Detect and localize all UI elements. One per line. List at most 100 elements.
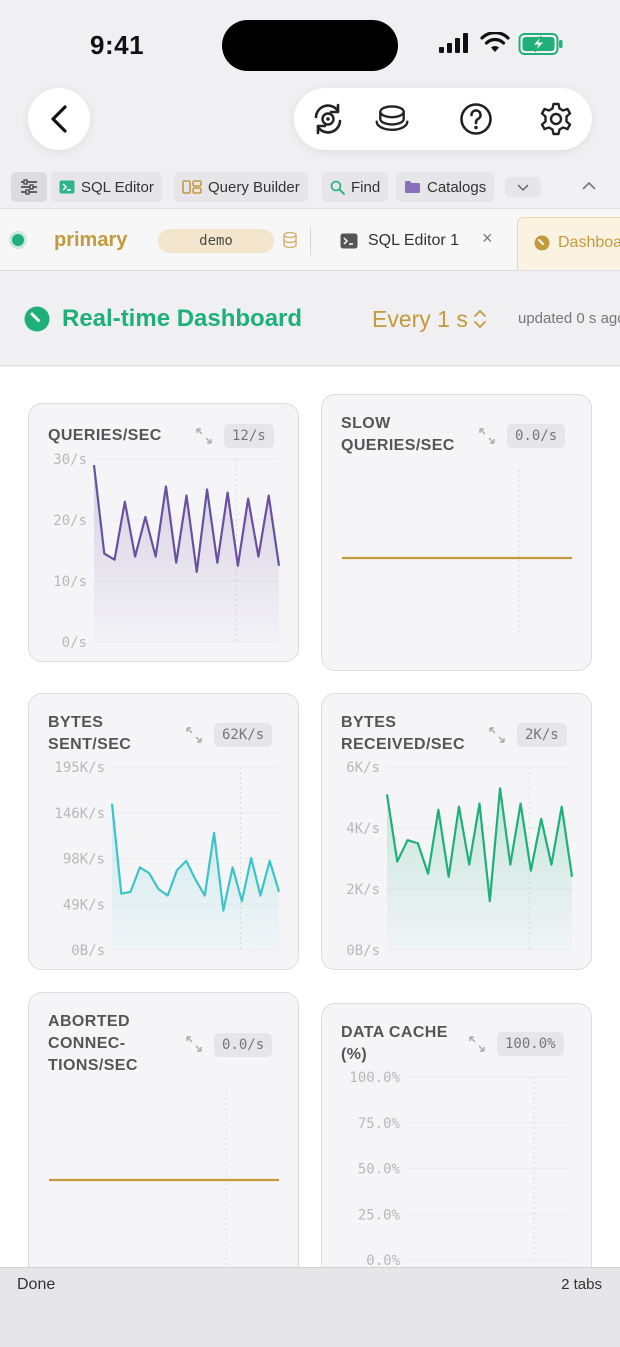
chevron-up-down-icon[interactable] [472, 308, 488, 330]
chart-plot: 195K/s 146K/s 98K/s 49K/s 0B/s [54, 760, 281, 959]
status-time: 9:41 [90, 30, 145, 60]
chart-title-line: BYTES [341, 714, 397, 731]
toolbar-find-label: Find [351, 178, 381, 196]
navigation-row [0, 88, 620, 168]
dashboard-header: Real-time Dashboard Every 1 s updated 0 … [0, 272, 620, 366]
battery-charging-icon [518, 33, 563, 55]
chart-title-line: RECEIVED/SEC [341, 736, 465, 753]
connection-name[interactable]: primary [54, 229, 128, 251]
sliders-icon [21, 179, 37, 195]
y-tick-label: 6K/s [346, 760, 380, 776]
chart-current-value: 0.0/s [214, 1033, 273, 1057]
settings-button[interactable] [538, 101, 574, 137]
toolbar-settings-button[interactable] [11, 172, 47, 202]
chart-title-line: ABORTED [48, 1013, 130, 1030]
chart-title: DATA CACHE (%) [341, 1022, 448, 1066]
y-tick-label: 0/s [62, 635, 87, 651]
chart-title-line: SENT/SEC [48, 736, 132, 753]
help-icon [460, 103, 492, 135]
series-area [387, 788, 572, 950]
chart-current-value: 0.0/s [507, 424, 566, 448]
dashboard-gauge-icon [534, 235, 550, 251]
databases-button[interactable] [374, 101, 410, 137]
toolbar-sql-editor-label: SQL Editor [81, 178, 154, 196]
chart-card-queries: QUERIES/SEC 12/s 30/s 20/s 10/s 0/s [28, 403, 299, 662]
page-title: Real-time Dashboard [62, 305, 303, 332]
wifi-icon [480, 32, 510, 52]
terminal-icon [340, 233, 358, 249]
y-tick-label: 2K/s [346, 882, 380, 898]
expand-icon[interactable] [468, 1035, 486, 1053]
signal-icon [439, 33, 468, 53]
toolbar-query-builder-label: Query Builder [208, 178, 300, 196]
editor-toolbar: SQL Editor Query Builder Find Catalogs [0, 168, 620, 206]
y-tick-label: 0B/s [346, 943, 380, 959]
refresh-interval-select[interactable]: Every 1 s [372, 306, 468, 332]
toolbar-find[interactable]: Find [322, 172, 389, 202]
y-tick-label: 100.0% [349, 1070, 400, 1086]
action-pill [294, 88, 592, 150]
chart-plot [48, 1088, 280, 1267]
y-tick-label: 49K/s [63, 897, 105, 913]
tabs-count[interactable]: 2 tabs [561, 1276, 602, 1293]
y-tick-label: 30/s [53, 452, 87, 468]
chart-title-line: CONNEC- [48, 1035, 126, 1052]
chart-card-bytes-received: BYTES RECEIVED/SEC 2K/s 6K/s 4K/s 2K/s 0B/s [321, 693, 592, 970]
tab-dashboard-label: Dashboard [558, 234, 620, 251]
chart-plot: 6K/s 4K/s 2K/s 0B/s [346, 760, 574, 959]
database-icon [283, 231, 297, 249]
tab-divider [310, 227, 311, 255]
dashboard-gauge-icon [24, 306, 50, 332]
y-tick-label: 0B/s [71, 943, 105, 959]
expand-icon[interactable] [185, 726, 203, 744]
query-builder-icon [182, 180, 202, 194]
connection-status-dot [12, 234, 24, 246]
tab-close-button[interactable]: × [482, 228, 493, 248]
chart-card-bytes-sent: BYTES SENT/SEC 62K/s 195K/s 146K/s 98K/s 49… [28, 693, 299, 970]
toolbar-sql-editor[interactable]: SQL Editor [51, 172, 162, 202]
done-button[interactable]: Done [17, 1276, 56, 1293]
sync-button[interactable] [310, 101, 346, 137]
back-button[interactable] [28, 88, 90, 150]
chevron-up-icon[interactable] [581, 181, 597, 191]
y-tick-label: 75.0% [358, 1116, 401, 1132]
expand-icon[interactable] [478, 427, 496, 445]
settings-icon [540, 102, 572, 136]
chart-card-slow-queries: SLOW QUERIES/SEC 0.0/s [321, 394, 592, 671]
chart-title: BYTES RECEIVED/SEC [341, 712, 465, 756]
chart-title-line: TIONS/SEC [48, 1057, 138, 1074]
chart-card-data-cache: DATA CACHE (%) 100.0% 100.0% 75.0% 50.0% 25… [321, 1003, 592, 1267]
toolbar-more-dropdown[interactable] [505, 177, 541, 197]
chart-card-aborted-connections: ABORTED CONNEC- TIONS/SEC 0.0/s [28, 992, 299, 1267]
expand-icon[interactable] [185, 1035, 203, 1053]
expand-icon[interactable] [488, 726, 506, 744]
tab-bar: primary demo SQL Editor 1 × Dashboard [0, 208, 620, 271]
chevron-left-icon [51, 105, 67, 133]
y-tick-label: 4K/s [346, 821, 380, 837]
toolbar-catalogs[interactable]: Catalogs [396, 172, 495, 202]
y-tick-label: 98K/s [63, 852, 105, 868]
chart-current-value: 2K/s [517, 723, 567, 747]
chart-title: BYTES SENT/SEC [48, 712, 131, 756]
chart-title: QUERIES/SEC [48, 427, 162, 444]
search-icon [330, 180, 345, 195]
dynamic-island [222, 20, 398, 71]
y-tick-label: 146K/s [54, 806, 105, 822]
status-bar: 9:41 [0, 0, 620, 88]
last-updated-text: updated 0 s ago [518, 310, 620, 327]
chart-plot [341, 470, 573, 635]
terminal-icon [59, 180, 75, 194]
chart-title-line: DATA CACHE [341, 1024, 448, 1041]
folder-icon [405, 181, 420, 193]
database-badge[interactable]: demo [158, 229, 274, 253]
help-button[interactable] [458, 101, 494, 137]
tab-dashboard[interactable]: Dashboard [517, 217, 620, 270]
chart-title: SLOW QUERIES/SEC [341, 413, 455, 457]
chart-plot: 30/s 20/s 10/s 0/s [53, 452, 281, 651]
expand-icon[interactable] [195, 427, 213, 445]
toolbar-query-builder[interactable]: Query Builder [174, 172, 308, 202]
bottom-bar: Done 2 tabs [0, 1267, 620, 1347]
dashboard-content: QUERIES/SEC 12/s 30/s 20/s 10/s 0/s SLOW QU… [0, 367, 620, 1267]
y-tick-label: 0.0% [366, 1253, 400, 1267]
tab-sql-editor-1[interactable]: SQL Editor 1 [340, 229, 459, 253]
